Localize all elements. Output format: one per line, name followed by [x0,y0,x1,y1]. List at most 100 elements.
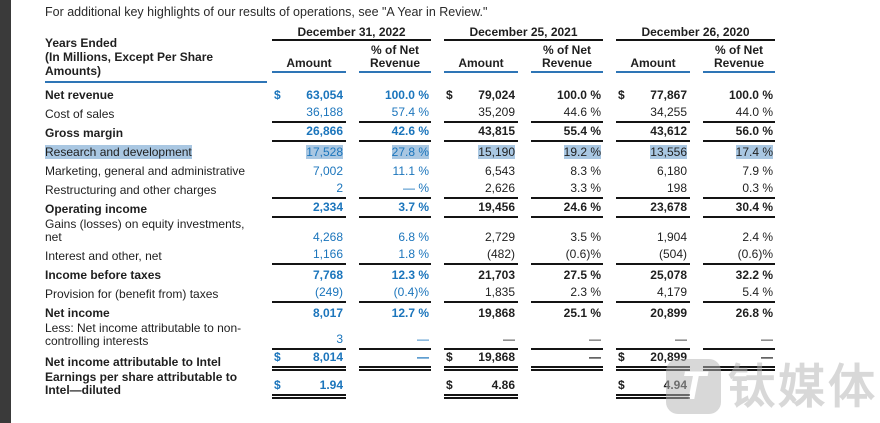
row-label: Earnings per share attributable to Intel… [45,371,267,399]
amount-value: 1,835 [484,285,515,299]
amount-cell: — [616,332,690,350]
pct-value: 7.9 % [742,164,773,178]
pct-value: 44.6 % [563,105,601,119]
amount-column-header: Amount [272,42,346,73]
table-row: Less: Net income attributable to non-con… [45,322,865,350]
amount-cell: — [444,332,518,350]
amount-cell: 2,334 [272,200,346,218]
amount-value: 8,014 [312,350,343,364]
row-label: Research and development [45,145,267,161]
pct-value: (0.6)% [737,247,773,261]
pct-cell: 1.8 % [359,247,431,265]
pct-value: 3.7 % [398,200,429,214]
pct-cell: 32.2 % [703,268,775,284]
year-column-group: December 31, 2022 Amount % of Net Revenue [272,26,431,73]
pct-cell: 3.5 % [531,230,603,246]
row-label-text: Interest and other, net [45,249,162,263]
amount-cell: 19,456 [444,200,518,218]
pct-value: — [761,332,773,346]
row-label: Provision for (benefit from) taxes [45,288,267,303]
amount-cell: 4,179 [616,285,690,303]
pct-value: 100.0 % [728,88,773,102]
table-row: Restructuring and other charges 2 — % 2,626… [45,180,865,199]
amount-cell: 7,768 [272,268,346,284]
pct-value: 25.1 % [563,306,601,320]
pct-value: — [761,350,773,364]
viewer-edge-strip [0,0,11,423]
amount-cell: 20,899 [616,306,690,322]
amount-cell: (249) [272,285,346,303]
sub-header-row: Amount % of Net Revenue [272,42,431,73]
pct-value: — [589,350,601,364]
pct-value: 12.7 % [391,306,429,320]
pct-value: 3.3 % [570,181,601,195]
amount-cell: $79,024 [444,88,518,104]
amount-column-header: Amount [616,42,690,73]
row-label: Restructuring and other charges [45,184,267,199]
amount-value: 25,078 [650,268,687,282]
sub-header-row: Amount % of Net Revenue [444,42,603,73]
amount-cell: (504) [616,247,690,265]
row-label-text: Income before taxes [45,268,162,282]
table-row: Marketing, general and administrative 7,0… [45,161,865,180]
pct-cell: 12.3 % [359,268,431,284]
pct-value: — % [402,181,429,195]
pct-cell: 25.1 % [531,306,603,322]
amount-cell: 198 [616,181,690,199]
amount-cell: 25,078 [616,268,690,284]
row-label: Interest and other, net [45,250,267,265]
amount-cell: $1.94 [272,378,346,399]
pct-cell: 5.4 % [703,285,775,303]
amount-value: 1.94 [319,378,343,392]
amount-cell: 13,556 [616,145,690,161]
row-label: Marketing, general and administrative [45,165,267,180]
row-label-text: Restructuring and other charges [45,183,217,197]
row-label: Income before taxes [45,269,267,284]
table-body: Net revenue $63,054 100.0 % $79,024 100.0 % $… [45,85,865,399]
pct-cell: 12.7 % [359,306,431,322]
amount-value: — [503,332,515,346]
column-group-title: December 31, 2022 [272,26,431,41]
row-label-text: Marketing, general and administrative [45,164,246,178]
amount-value: 7,768 [312,268,343,282]
years-ended-header: Years Ended (In Millions, Except Per Sha… [45,26,267,83]
table-row: Net income 8,017 12.7 % 19,868 25.1 % 20,899 2… [45,303,865,322]
amount-value: 21,703 [478,268,515,282]
amount-value: 23,678 [650,200,687,214]
amount-value: 6,543 [484,164,515,178]
amount-cell: 1,166 [272,247,346,265]
page-content: For additional key highlights of our res… [45,0,865,399]
amount-cell: 17,528 [272,145,346,161]
row-label-text: Gains (losses) on equity investments, ne… [45,217,245,244]
amount-value: 2,729 [484,230,515,244]
amount-cell: 1,904 [616,230,690,246]
amount-value: (482) [486,247,515,261]
table-row: Income before taxes 7,768 12.3 % 21,703 27.5… [45,265,865,284]
pct-value: 42.6 % [391,124,429,138]
amount-cell: $4.86 [444,378,518,399]
pct-cell: 8.3 % [531,164,603,180]
pct-cell: — [359,332,431,350]
intro-text: For additional key highlights of our res… [45,5,488,19]
pct-value: 30.4 % [735,200,773,214]
amount-value: 2,334 [312,200,343,214]
pct-value: 12.3 % [391,268,429,282]
amount-value: 26,866 [306,124,343,138]
pct-cell: (0.6)% [531,247,603,265]
dollar-sign: $ [446,88,453,102]
pct-cell: 44.6 % [531,105,603,123]
pct-cell: — % [359,181,431,199]
pct-cell: 3.3 % [531,181,603,199]
pct-value: — [417,350,429,364]
pct-cell: 27.5 % [531,268,603,284]
row-label-text: Net income [45,306,110,320]
pct-column-header: % of Net Revenue [359,42,431,73]
table-row: Cost of sales 36,188 57.4 % 35,209 44.6 % 34,… [45,104,865,123]
row-label-text: Research and development [45,145,192,159]
amount-value: 19,868 [478,350,515,364]
table-row: Operating income 2,334 3.7 % 19,456 24.6 % 23… [45,199,865,218]
pct-value: — [417,332,429,346]
pct-cell: 6.8 % [359,230,431,246]
amount-cell: $77,867 [616,88,690,104]
row-label: Net revenue [45,89,267,104]
